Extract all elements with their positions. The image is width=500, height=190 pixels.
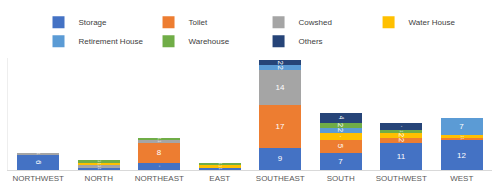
svg-text:1: 1 (97, 168, 102, 171)
svg-text:14: 14 (276, 83, 285, 92)
svg-text:1: 1 (218, 165, 223, 168)
svg-text:NORTHEAST: NORTHEAST (135, 174, 184, 183)
svg-text:2: 2 (336, 128, 345, 133)
svg-text:3: 3 (340, 136, 342, 138)
svg-text:NORTHWEST: NORTHWEST (13, 174, 65, 183)
svg-text:Others: Others (299, 37, 323, 46)
svg-text:1: 1 (157, 140, 162, 143)
svg-text:Warehouse: Warehouse (189, 37, 230, 46)
svg-text:EAST: EAST (209, 174, 230, 183)
svg-text:1: 1 (399, 130, 404, 133)
svg-text:11: 11 (397, 152, 406, 161)
svg-text:1: 1 (218, 163, 223, 166)
svg-text:12: 12 (457, 151, 466, 160)
svg-text:Storage: Storage (79, 18, 108, 27)
svg-text:2: 2 (276, 60, 285, 65)
svg-text:2: 2 (276, 65, 285, 70)
svg-text:3: 3 (159, 166, 161, 168)
svg-text:17: 17 (276, 122, 285, 131)
svg-text:6: 6 (34, 160, 43, 165)
svg-text:1: 1 (97, 160, 102, 163)
svg-text:1: 1 (97, 165, 102, 168)
svg-text:SOUTH: SOUTH (327, 174, 355, 183)
svg-text:Cowshed: Cowshed (299, 18, 332, 27)
svg-text:SOUTHEAST: SOUTHEAST (256, 174, 305, 183)
svg-text:WEST: WEST (450, 174, 473, 183)
svg-text:9: 9 (278, 154, 283, 163)
svg-text:2: 2 (397, 133, 406, 138)
svg-text:7: 7 (338, 157, 343, 166)
svg-text:8: 8 (157, 148, 162, 157)
svg-text:3: 3 (401, 126, 403, 128)
svg-text:SOUTHWEST: SOUTHWEST (376, 174, 427, 183)
svg-text:5: 5 (336, 144, 345, 149)
svg-text:1: 1 (460, 135, 465, 137)
svg-text:4: 4 (338, 116, 345, 120)
svg-text:1: 1 (97, 163, 102, 166)
svg-text:2: 2 (397, 138, 406, 143)
svg-text:Toilet: Toilet (189, 18, 208, 27)
svg-text:2: 2 (336, 123, 345, 128)
svg-text:1: 1 (36, 153, 41, 156)
svg-text:Retirement House: Retirement House (79, 37, 144, 46)
svg-text:NORTH: NORTH (85, 174, 114, 183)
svg-text:1: 1 (460, 138, 465, 141)
svg-text:Water House: Water House (409, 18, 456, 27)
svg-text:1: 1 (218, 168, 223, 171)
svg-text:7: 7 (459, 122, 464, 131)
svg-text:1: 1 (157, 138, 162, 141)
